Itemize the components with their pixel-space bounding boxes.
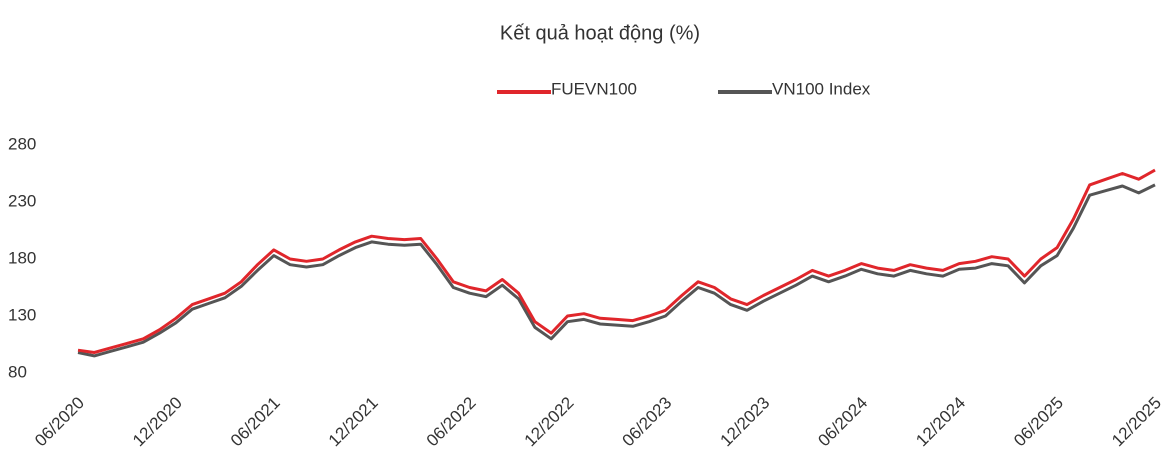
y-tick-label: 130 <box>8 305 36 324</box>
legend-label: FUEVN100 <box>551 79 637 98</box>
x-tick-label: 12/2020 <box>129 393 186 450</box>
x-tick-label: 06/2024 <box>814 393 871 450</box>
x-tick-label: 06/2022 <box>423 393 480 450</box>
y-tick-label: 180 <box>8 248 36 267</box>
x-tick-label: 06/2023 <box>619 393 676 450</box>
y-tick-label: 230 <box>8 191 36 210</box>
legend-label: VN100 Index <box>772 79 871 98</box>
series-line <box>77 183 1156 358</box>
y-tick-label: 80 <box>8 362 27 381</box>
x-tick-label: 12/2021 <box>325 393 382 450</box>
x-tick-label: 12/2025 <box>1108 393 1163 450</box>
series-line <box>77 168 1156 354</box>
x-tick-label: 06/2020 <box>31 393 88 450</box>
x-tick-label: 12/2022 <box>521 393 578 450</box>
x-tick-label: 12/2023 <box>716 393 773 450</box>
x-tick-label: 12/2024 <box>912 393 969 450</box>
x-tick-label: 06/2025 <box>1010 393 1067 450</box>
chart-title: Kết quả hoạt động (%) <box>500 22 700 44</box>
x-tick-label: 06/2021 <box>227 393 284 450</box>
y-tick-label: 280 <box>8 134 36 153</box>
